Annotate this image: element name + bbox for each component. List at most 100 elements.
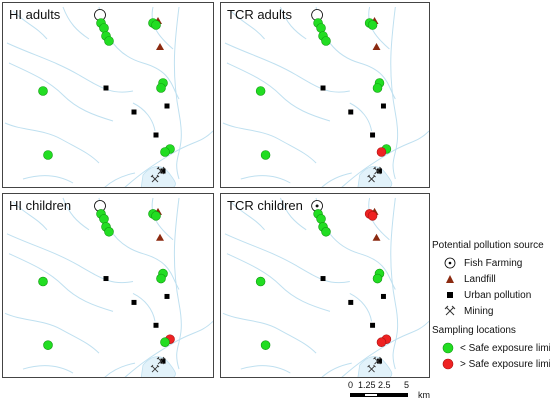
safe-sampling-site xyxy=(99,23,109,33)
urban-pollution-icon xyxy=(348,299,354,305)
legend-safe: < Safe exposure limit xyxy=(432,340,550,356)
river-line xyxy=(368,197,390,241)
river-line xyxy=(22,365,74,374)
safe-sampling-site xyxy=(151,211,161,221)
landfill-icon xyxy=(442,271,458,287)
urban-pollution-icon xyxy=(380,293,386,299)
map-canvas xyxy=(222,6,429,187)
fish-farming-dot xyxy=(315,13,319,17)
safe-sampling-site xyxy=(255,276,266,287)
river-line xyxy=(22,175,74,184)
safe-sampling-site xyxy=(160,147,170,157)
river-line xyxy=(132,102,156,132)
river-line xyxy=(6,42,134,93)
river-line xyxy=(12,201,48,231)
river-line xyxy=(151,197,174,241)
map-canvas xyxy=(222,197,429,377)
urban-pollution-icon xyxy=(160,358,166,364)
fish-farming-icon xyxy=(442,255,458,271)
mining-icon xyxy=(442,303,458,319)
mining-icon xyxy=(150,364,160,373)
river-line xyxy=(224,233,350,284)
scale-segment xyxy=(364,393,378,397)
scale-unit: km xyxy=(418,390,430,400)
landfill-icon xyxy=(372,233,381,241)
river-line xyxy=(104,172,136,187)
river-line xyxy=(321,362,352,377)
urban-pollution-icon xyxy=(160,168,166,174)
panel-title: HI children xyxy=(9,198,72,213)
river-line xyxy=(6,233,134,284)
urban-pollution-icon xyxy=(370,322,376,328)
legend-fish-farming: Fish Farming xyxy=(432,255,550,271)
safe-sampling-site xyxy=(372,83,383,93)
mining-icon xyxy=(373,356,382,365)
river-line xyxy=(4,312,100,354)
river-line xyxy=(321,172,352,187)
scale-tick-3: 5 xyxy=(404,380,410,390)
mining-icon xyxy=(367,174,376,183)
river-line xyxy=(151,6,174,50)
river-line xyxy=(12,10,48,40)
river-line xyxy=(222,122,317,164)
safe-site-icon xyxy=(442,340,454,356)
river-line xyxy=(226,253,331,312)
unsafe-sampling-site xyxy=(376,147,387,157)
map-panel-hi-adults: HI adults xyxy=(2,2,214,188)
river-line xyxy=(230,10,265,40)
legend-label: Urban pollution xyxy=(464,289,532,301)
urban-pollution-icon xyxy=(370,132,376,138)
river-line xyxy=(349,293,373,322)
map-panel-tcr-children: TCR children xyxy=(220,193,430,378)
urban-pollution-icon xyxy=(348,109,354,115)
map-panel-hi-children: HI children xyxy=(2,193,214,378)
river-line xyxy=(279,197,307,231)
map-panel-tcr-adults: TCR adults xyxy=(220,2,430,188)
unsafe-site-icon xyxy=(442,356,454,372)
river-line xyxy=(222,312,317,354)
river-line xyxy=(341,130,429,187)
landfill-icon xyxy=(156,233,164,241)
safe-sampling-site xyxy=(367,20,378,30)
legend-landfill: Landfill xyxy=(432,271,550,287)
unsafe-sampling-site xyxy=(376,337,387,347)
map-legend: Potential pollution source Fish Farming … xyxy=(432,240,550,372)
legend-label: Mining xyxy=(464,305,494,317)
scale-segment xyxy=(350,393,364,397)
safe-sampling-site xyxy=(321,227,331,237)
river-line xyxy=(8,62,114,122)
legend-label: Fish Farming xyxy=(464,257,523,269)
landfill-icon xyxy=(156,43,164,50)
river-line xyxy=(224,42,350,93)
urban-pollution-icon xyxy=(153,322,159,328)
river-line xyxy=(8,253,114,312)
scale-tick-0: 0 xyxy=(348,380,354,390)
mining-icon xyxy=(367,364,376,373)
urban-pollution-icon xyxy=(153,132,159,138)
urban-pollution-icon xyxy=(103,85,109,91)
river-line xyxy=(173,6,182,180)
river-line xyxy=(132,293,156,322)
urban-pollution-icon xyxy=(377,168,382,174)
map-canvas xyxy=(4,197,213,377)
river-line xyxy=(104,362,136,377)
river-line xyxy=(279,6,307,40)
safe-sampling-site xyxy=(43,340,53,350)
panel-title: TCR children xyxy=(227,198,303,213)
safe-sampling-site xyxy=(316,23,326,33)
urban-pollution-icon xyxy=(103,276,109,282)
scale-bar: 0 1.25 2.5 5 km xyxy=(348,380,438,404)
map-canvas xyxy=(4,6,213,187)
legend-mining: Mining xyxy=(432,303,550,319)
urban-pollution-icon xyxy=(131,109,137,115)
urban-pollution-icon xyxy=(164,103,170,109)
sampling-locations-heading: Sampling locations xyxy=(432,325,516,336)
river-line xyxy=(4,122,100,164)
scale-tick-1: 1.25 xyxy=(358,380,376,390)
legend-label: Landfill xyxy=(464,273,496,285)
river-line xyxy=(124,130,213,187)
safe-sampling-site xyxy=(38,86,48,96)
river-line xyxy=(390,197,399,370)
urban-pollution-icon xyxy=(164,293,170,299)
mining-icon xyxy=(156,166,166,175)
